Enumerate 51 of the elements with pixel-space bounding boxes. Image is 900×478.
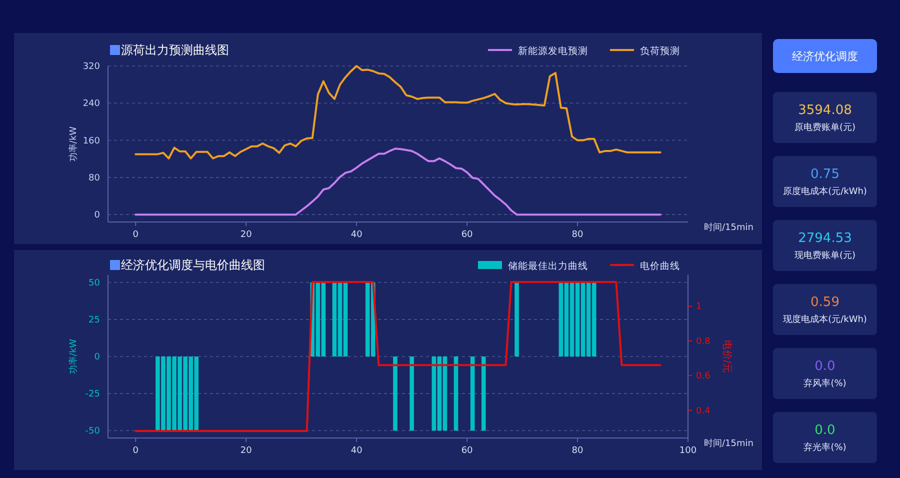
x-tick-label: 20 — [240, 230, 252, 240]
category-label: 弃光率(%) — [804, 442, 846, 453]
x-axis-title: 时间/15min — [704, 222, 754, 233]
y-tick-label: -50 — [85, 426, 100, 437]
text: 2794.53 — [798, 231, 852, 246]
y-tick-label: 80 — [88, 173, 100, 184]
x-tick-label: 60 — [461, 446, 474, 456]
category-label: 弃风率(%) — [804, 378, 846, 389]
y-tick-label: 0 — [94, 352, 100, 362]
chart-title: 源荷出力预测曲线图 — [121, 43, 229, 57]
x-tick-label: 80 — [572, 230, 584, 240]
y2-tick-label: 0.4 — [696, 406, 711, 416]
x-tick-label: 20 — [240, 446, 252, 456]
x-tick-label: 80 — [572, 446, 584, 456]
y2-tick-label: 0.8 — [696, 336, 711, 347]
x-tick-label: 60 — [461, 230, 474, 240]
y-tick-label: 320 — [82, 62, 100, 72]
legend-label: 负荷预测 — [640, 45, 680, 57]
text: 0.0 — [814, 423, 836, 438]
category-label: 现电费账单(元) — [794, 250, 856, 261]
text: 0.75 — [810, 167, 840, 182]
y-axis-title: 功率/kW — [68, 338, 79, 374]
x-tick-label: 0 — [132, 230, 139, 240]
x-tick-label: 0 — [132, 446, 139, 456]
text: 0.59 — [810, 295, 840, 310]
line-series — [134, 65, 662, 160]
category-label: 原度电成本(元/kWh) — [783, 186, 867, 197]
text: 3594.08 — [798, 103, 852, 118]
x-axis-title: 时间/15min — [704, 438, 754, 449]
y-axis-title: 功率/kW — [68, 126, 79, 162]
y-tick-label: 160 — [82, 136, 100, 146]
y-tick-label: 240 — [82, 99, 100, 110]
line-series — [134, 148, 662, 216]
y-tick-label: 25 — [88, 315, 100, 326]
y-tick-label: 0 — [94, 210, 100, 221]
chart-title: 经济优化调度与电价曲线图 — [121, 258, 265, 272]
y2-tick-label: 1 — [696, 302, 702, 312]
x-tick-label: 40 — [350, 230, 363, 240]
y-tick-label: -25 — [85, 390, 100, 400]
legend-label: 电价曲线 — [640, 260, 680, 272]
category-label: 现度电成本(元/kWh) — [783, 314, 867, 325]
y2-axis-title: 电价/元 — [721, 340, 733, 374]
legend-label: 新能源发电预测 — [518, 45, 588, 57]
category-label: 原电费账单(元) — [794, 122, 856, 133]
legend-label: 储能最佳出力曲线 — [508, 260, 588, 272]
x-tick-label: 100 — [679, 446, 697, 456]
y2-tick-label: 0.6 — [696, 372, 711, 382]
text: 经济优化调度 — [792, 50, 858, 63]
y-tick-label: 50 — [88, 278, 100, 288]
text: 0.0 — [814, 359, 836, 374]
x-tick-label: 40 — [350, 446, 363, 456]
